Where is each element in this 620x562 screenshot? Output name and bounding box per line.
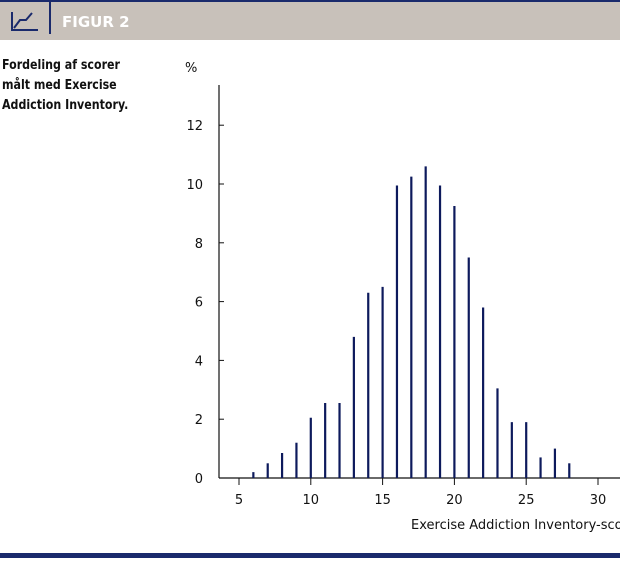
y-axis-label: % — [185, 61, 197, 76]
y-tick-label: 0 — [195, 472, 203, 487]
figure-header: FIGUR 2 — [0, 0, 620, 40]
x-axis-label: Exercise Addiction Inventory-score — [411, 518, 620, 533]
x-tick-label: 25 — [518, 493, 535, 508]
figure-caption: Fordeling af scorer målt med Exercise Ad… — [2, 58, 129, 113]
line-chart-icon — [11, 12, 38, 31]
y-tick-label: 12 — [186, 119, 203, 134]
y-tick-label: 6 — [195, 296, 203, 311]
x-tick-label: 30 — [590, 493, 607, 508]
x-tick-label: 5 — [235, 493, 243, 508]
x-tick-label: 15 — [374, 493, 391, 508]
x-tick-label: 10 — [303, 493, 320, 508]
x-tick-label: 20 — [446, 493, 463, 508]
footer-rule — [0, 553, 620, 558]
y-tick-label: 8 — [195, 237, 203, 252]
y-tick-label: 2 — [195, 413, 203, 428]
y-tick-label: 10 — [186, 178, 203, 193]
header-divider — [49, 2, 51, 34]
figure-title: FIGUR 2 — [62, 13, 130, 31]
y-tick-label: 4 — [195, 354, 203, 369]
